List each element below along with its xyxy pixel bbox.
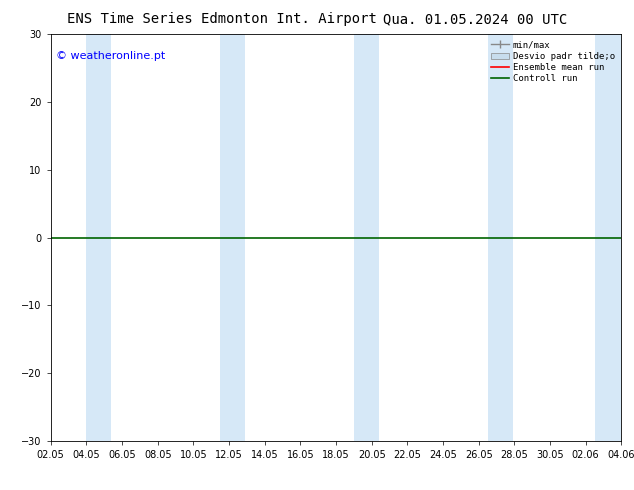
Bar [354,34,378,441]
Text: ENS Time Series Edmonton Int. Airport: ENS Time Series Edmonton Int. Airport [67,12,377,26]
Text: Qua. 01.05.2024 00 UTC: Qua. 01.05.2024 00 UTC [384,12,567,26]
Bar [488,34,512,441]
Legend: min/max, Desvio padr tilde;o, Ensemble mean run, Controll run: min/max, Desvio padr tilde;o, Ensemble m… [489,39,617,85]
Bar [595,34,621,441]
Bar [86,34,112,441]
Text: © weatheronline.pt: © weatheronline.pt [56,50,165,61]
Bar [220,34,245,441]
